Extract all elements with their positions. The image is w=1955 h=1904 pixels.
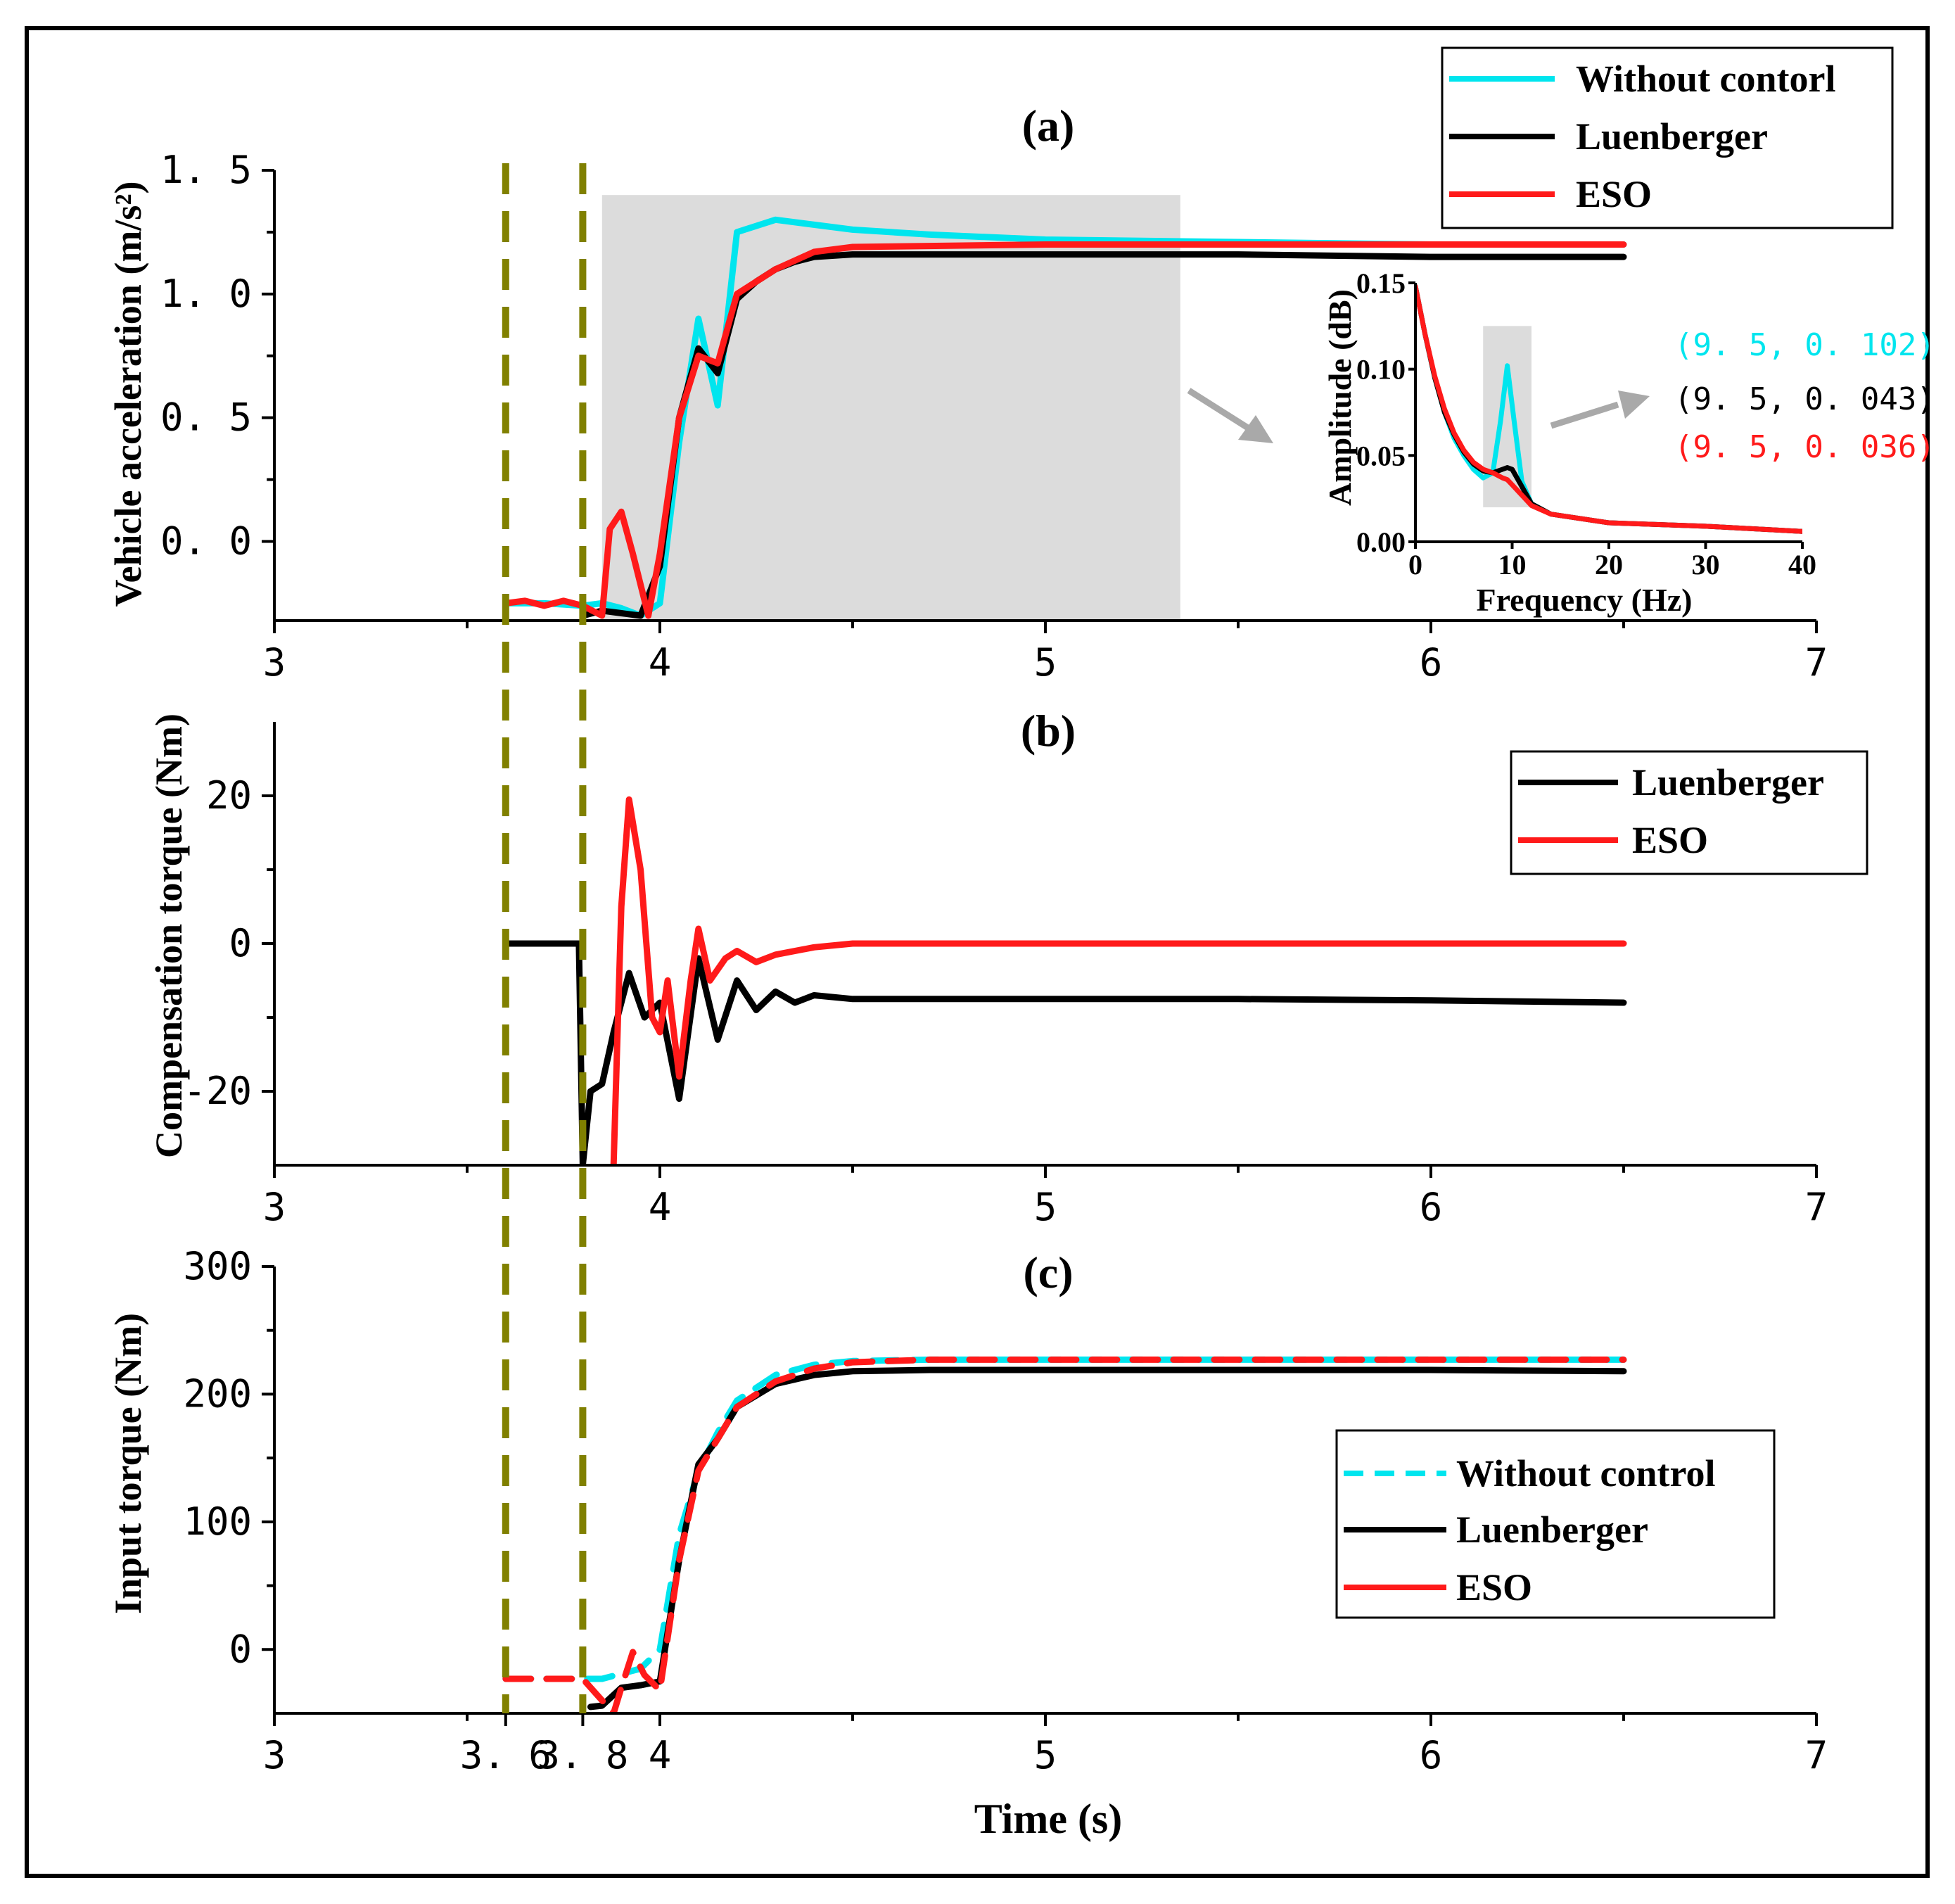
y-tick-label: 100 [183,1499,252,1544]
x-tick-label: 7 [1805,1185,1828,1229]
x-tick-label: 3 [263,1733,286,1777]
y-tick-label: 300 [183,1244,252,1288]
x-tick-label: 5 [1034,1185,1057,1229]
x-tick-label: 6 [1420,640,1443,685]
y-tick-label: 1. 0 [160,272,252,316]
event-markers [502,163,587,1713]
legend-c: Without control Luenberger ESO [1335,1429,1776,1619]
series-line-eso [502,1356,1627,1713]
peak-pointer-arrow [1550,391,1650,429]
x-tick-label: 20 [1595,549,1623,580]
y-tick-label: 0.10 [1356,354,1406,386]
x-tick-label: 3. 6 [460,1733,552,1777]
series-line-eso [1415,284,1802,534]
x-tick-label: 4 [649,1733,672,1777]
x-tick-label: 3 [263,640,286,685]
x-tick-label: 6 [1420,1185,1443,1229]
y-axis-label-a: Vehicle acceleration (m/s²) [107,182,149,607]
legend-label-luenberger-b: Luenberger [1632,761,1824,804]
inset-pointer-arrow [1187,388,1273,443]
x-tick-label: 6 [1420,1733,1443,1777]
legend-label-without-control: Without contorl [1576,58,1836,100]
series-line-luenberger [502,940,1627,1165]
x-tick-label: 30 [1692,549,1720,580]
x-tick-label: 5 [1034,640,1057,685]
axes-a: 3 4 5 6 7 0. 0 0. 5 1. 0 1. 5 [160,148,1828,685]
annotation-without-control-peak: (9. 5, 0. 102) [1674,327,1935,363]
inset-axes: 0 10 20 30 40 0.00 0.05 0.10 0.15 [1356,267,1816,580]
y-tick-label: 0 [229,1627,252,1671]
axes-b: 3 4 5 6 7 -20 0 20 [183,722,1828,1229]
chart-title-b: (b) [1021,706,1076,756]
inset-series-group [1415,284,1802,534]
y-tick-label: 0 [229,921,252,965]
inset-x-axis-label: Frequency (Hz) [1476,582,1692,618]
annotation-luenberger-peak: (9. 5, 0. 043) [1674,381,1935,417]
chart-title-a: (a) [1022,101,1075,151]
x-tick-label: 40 [1788,549,1816,580]
annotation-eso-peak: (9. 5, 0. 036) [1674,429,1935,465]
x-tick-label: 4 [649,1185,672,1229]
inset-spectrum: 0 10 20 30 40 0.00 0.05 0.10 0.15 Amplitude (dB)… [1322,267,1935,618]
panel-b: 3 4 5 6 7 -20 0 20 (b) Compensation torque (Nm)… [148,706,1868,1229]
y-tick-label: 20 [206,773,252,818]
panel-a: 3 4 5 6 7 0. 0 0. 5 1. 0 1. 5 (a) Vehicle accele… [107,46,1935,685]
y-tick-label: 0.00 [1356,526,1406,558]
legend-label-eso-c: ESO [1456,1566,1532,1608]
y-tick-label: -20 [183,1069,252,1113]
x-tick-label: 10 [1498,549,1527,580]
y-tick-label: 0.15 [1356,267,1406,299]
y-tick-label: 1. 5 [160,148,252,192]
legend-label-luenberger-c: Luenberger [1456,1509,1648,1551]
legend-label-luenberger: Luenberger [1576,115,1768,158]
x-tick-label: 3. 8 [537,1733,628,1777]
series-group-c [502,1356,1627,1713]
x-tick-label: 5 [1034,1733,1057,1777]
highlight-region [601,195,1180,621]
x-tick-label: 7 [1805,1733,1828,1777]
series-line-without-control [502,1356,1627,1682]
x-tick-label: 4 [649,640,672,685]
legend-box-b [1510,750,1868,875]
panel-c: 3 3. 63. 8 4 5 6 7 0 100 200 300 (c) Input torque… [107,1244,1828,1842]
legend-label-without-control-c: Without control [1456,1452,1716,1494]
legend-label-eso-b: ESO [1632,819,1708,861]
inset-y-axis-label: Amplitude (dB) [1322,289,1358,506]
outer-frame [25,26,1930,1878]
legend-label-eso: ESO [1576,173,1652,215]
chart-title-c: (c) [1023,1248,1073,1297]
y-axis-label-c: Input torque (Nm) [107,1313,149,1614]
series-group-b [502,796,1627,1165]
y-tick-label: 200 [183,1371,252,1416]
series-group-a [502,216,1627,619]
y-tick-label: 0.05 [1356,440,1406,471]
y-tick-label: 0. 5 [160,395,252,440]
x-axis-label: Time (s) [974,1796,1123,1842]
y-axis-label-b: Compensation torque (Nm) [148,713,190,1158]
x-tick-label: 7 [1805,640,1828,685]
legend-b: Luenberger ESO [1510,750,1868,875]
legend-a: Without contorl Luenberger ESO [1441,46,1894,229]
axes-c: 3 3. 63. 8 4 5 6 7 0 100 200 300 [183,1244,1828,1777]
y-tick-label: 0. 0 [160,519,252,563]
series-line-eso [502,241,1627,619]
x-tick-label: 0 [1408,549,1422,580]
series-line-eso [610,796,1627,1165]
x-tick-label: 3 [263,1185,286,1229]
